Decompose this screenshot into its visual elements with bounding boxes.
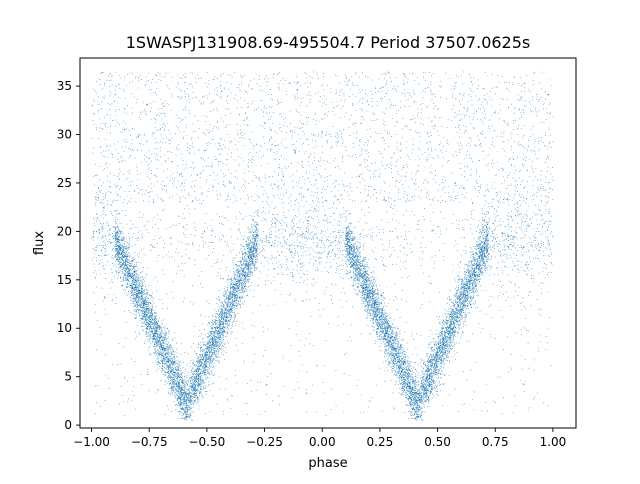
x-tick-label: −0.75 [131,435,168,449]
y-tick-label: 25 [57,176,72,190]
y-axis-label: flux [32,231,47,255]
x-tick-label: −0.25 [246,435,283,449]
y-tick-label: 10 [57,321,72,335]
y-tick-label: 5 [64,370,72,384]
x-tick-label: 0.75 [482,435,509,449]
x-tick-label: −0.50 [188,435,225,449]
plot-frame [79,57,577,429]
chart-title: 1SWASPJ131908.69-495504.7 Period 37507.0… [126,33,531,52]
y-axis-ticks: 0 5 10 15 20 25 30 35 [57,79,80,432]
y-tick-label: 15 [57,273,72,287]
x-tick-label: 1.00 [540,435,567,449]
x-axis-ticks: −1.00 −0.75 −0.50 −0.25 0.00 0.25 0.50 0.75 1.00 [73,428,566,449]
x-tick-label: −1.00 [73,435,110,449]
x-tick-label: 0.25 [367,435,394,449]
x-axis-label: phase [308,456,347,471]
y-tick-label: 30 [57,128,72,142]
y-tick-label: 35 [57,79,72,93]
x-tick-label: 0.50 [424,435,451,449]
y-tick-label: 0 [64,418,72,432]
y-tick-label: 20 [57,224,72,238]
x-tick-label: 0.00 [309,435,336,449]
